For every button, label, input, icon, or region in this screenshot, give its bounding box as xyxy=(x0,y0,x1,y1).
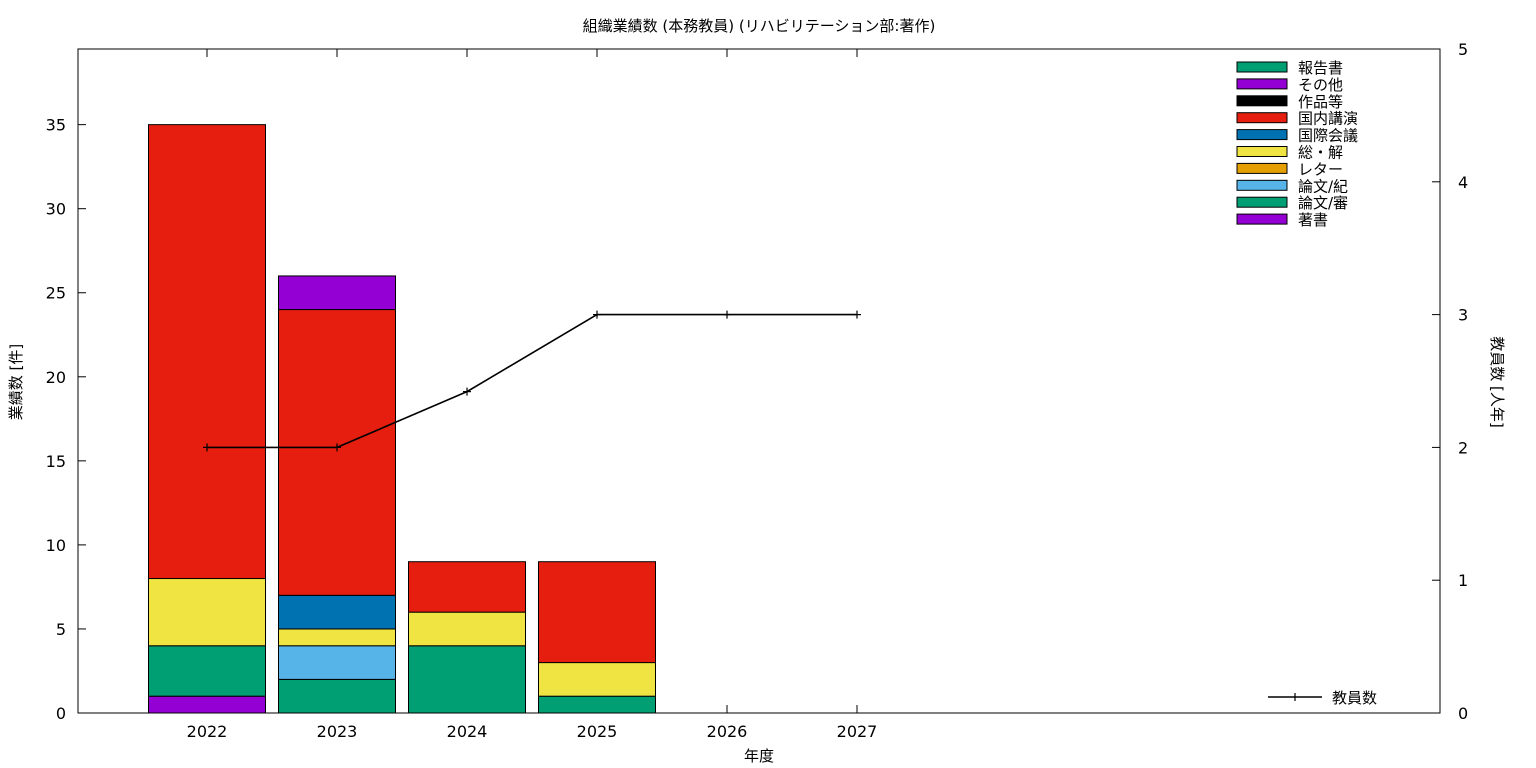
legend-item: 総・解 xyxy=(1236,144,1343,162)
legend-item: レター xyxy=(1236,160,1343,178)
legend-line-label: 教員数 xyxy=(1332,689,1377,707)
legend-label: 論文/審 xyxy=(1298,194,1348,212)
y-tick-label: 5 xyxy=(56,620,66,639)
bar-segment xyxy=(278,678,396,714)
bar-segment xyxy=(148,124,266,580)
y-tick-label: 25 xyxy=(46,284,66,303)
legend-label: 報告書 xyxy=(1298,59,1343,77)
y-tick-label: 0 xyxy=(56,704,66,723)
staff-point xyxy=(333,443,341,452)
y-tick-label: 30 xyxy=(46,200,66,219)
legend-swatch xyxy=(1236,61,1288,73)
legend-label: 総・解 xyxy=(1298,144,1343,162)
y-tick-label: 35 xyxy=(46,116,66,135)
legend-swatch xyxy=(1236,129,1288,141)
x-tick-label: 2022 xyxy=(187,722,228,741)
legend-item: 論文/紀 xyxy=(1236,177,1348,195)
y2-tick-label: 1 xyxy=(1458,571,1468,590)
y-tick-label: 20 xyxy=(46,368,66,387)
legend-label: 国内講演 xyxy=(1298,110,1358,128)
legend-label: 国際会議 xyxy=(1298,127,1358,145)
staff-line xyxy=(203,310,861,452)
legend-swatch xyxy=(1236,112,1288,124)
legend-swatch xyxy=(1236,179,1288,191)
y2-tick-label: 2 xyxy=(1458,438,1468,457)
x-tick-label: 2027 xyxy=(837,722,878,741)
plot-frame xyxy=(77,48,1441,714)
bar-segment xyxy=(278,594,396,630)
bar-segment xyxy=(538,662,656,697)
staff-line-path xyxy=(207,313,857,449)
staff-point xyxy=(853,310,861,319)
bar-segment xyxy=(278,309,396,596)
legend-item: その他 xyxy=(1236,76,1343,94)
y-tick-label: 10 xyxy=(46,536,66,555)
staff-point xyxy=(463,387,471,396)
bar-segment xyxy=(148,695,266,714)
legend-item: 国内講演 xyxy=(1236,110,1358,128)
y-axis-label: 業績数 [件] xyxy=(7,344,25,420)
legend-label: レター xyxy=(1298,160,1343,178)
legend-swatch xyxy=(1236,95,1288,107)
y2-axis-label: 教員数 [人年] xyxy=(1488,336,1506,427)
bar-segment xyxy=(278,645,396,680)
legend-label: その他 xyxy=(1298,76,1343,94)
staff-point xyxy=(593,310,601,319)
bar-segment xyxy=(148,578,266,647)
bar-segment xyxy=(278,275,396,311)
legend-swatch xyxy=(1236,78,1288,90)
staff-point xyxy=(723,310,731,319)
legend-item: 論文/審 xyxy=(1236,194,1348,212)
bar-segment xyxy=(278,628,396,647)
legend-item: 作品等 xyxy=(1236,93,1343,111)
bar-segment xyxy=(148,645,266,697)
legend-label: 作品等 xyxy=(1298,93,1343,111)
x-tick-label: 2026 xyxy=(707,722,748,741)
legend-item: 著書 xyxy=(1236,211,1328,229)
chart-title: 組織業績数 (本務教員) (リハビリテーション部:著作) xyxy=(583,17,936,35)
y2-tick-label: 5 xyxy=(1458,40,1468,59)
bar-segment xyxy=(408,645,526,714)
legend-label: 論文/紀 xyxy=(1298,177,1348,195)
legend-swatch xyxy=(1236,213,1288,225)
y2-tick-label: 0 xyxy=(1458,704,1468,723)
x-tick-label: 2023 xyxy=(317,722,358,741)
legend-item-line: 教員数 xyxy=(1268,689,1377,707)
y2-tick-label: 4 xyxy=(1458,173,1468,192)
staff-point xyxy=(203,443,211,452)
bar-segment xyxy=(538,695,656,714)
bar-segment xyxy=(408,611,526,647)
bars xyxy=(148,124,656,714)
bar-segment xyxy=(538,561,656,664)
legend-label: 著書 xyxy=(1298,211,1328,229)
x-tick-label: 2025 xyxy=(577,722,618,741)
x-axis-label: 年度 xyxy=(744,747,774,765)
bar-segment xyxy=(408,561,526,613)
y-tick-label: 15 xyxy=(46,452,66,471)
x-tick-label: 2024 xyxy=(447,722,488,741)
y2-tick-label: 3 xyxy=(1458,306,1468,325)
legend-swatch xyxy=(1236,196,1288,208)
legend-swatch xyxy=(1236,146,1288,157)
legend-item: 報告書 xyxy=(1236,59,1343,77)
legend-item: 国際会議 xyxy=(1236,127,1358,145)
legend-swatch xyxy=(1236,162,1288,174)
